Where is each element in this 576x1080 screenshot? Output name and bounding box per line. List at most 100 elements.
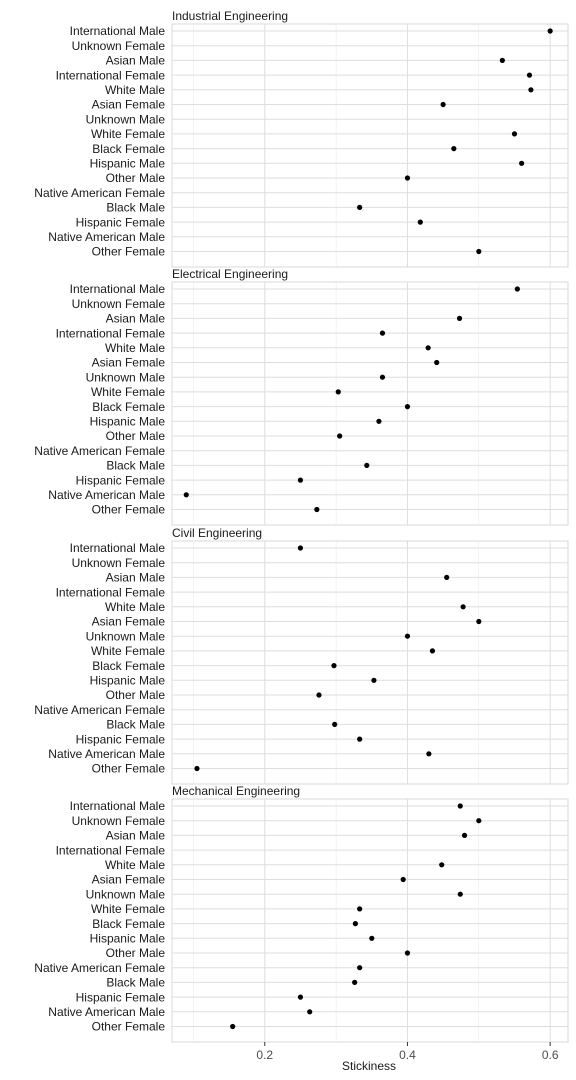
data-point (476, 618, 482, 625)
category-label: Unknown Female (72, 297, 166, 311)
data-point (440, 101, 446, 108)
data-point (400, 876, 406, 883)
data-point (364, 462, 370, 468)
data-point (357, 906, 363, 912)
category-label: Other Male (106, 429, 166, 443)
category-label: Asian Male (106, 54, 166, 68)
category-label: Hispanic Female (76, 215, 166, 229)
data-point (426, 751, 432, 757)
category-label: Unknown Female (72, 39, 166, 53)
data-point (183, 492, 189, 498)
data-point (194, 765, 200, 772)
data-point (476, 818, 482, 824)
category-label: Black Male (106, 201, 165, 215)
category-label: Hispanic Male (90, 674, 166, 688)
data-point (297, 545, 304, 551)
category-label: White Female (91, 902, 165, 916)
category-label: Asian Female (92, 356, 166, 370)
category-label: Hispanic Male (90, 157, 166, 171)
panel-4: Mechanical Engineering International Male… (34, 784, 569, 1043)
data-point (297, 477, 304, 483)
data-point (511, 131, 518, 137)
data-point (404, 175, 411, 181)
category-label: White Female (91, 644, 165, 658)
category-label: Asian Female (92, 873, 166, 887)
category-label: Hispanic Female (76, 732, 166, 746)
data-point (357, 204, 363, 210)
data-point (369, 935, 375, 941)
data-point (357, 965, 363, 971)
category-label: Native American Male (48, 488, 165, 502)
panel-title: Mechanical Engineering (172, 784, 300, 798)
category-label: Unknown Male (86, 112, 166, 126)
data-point (357, 736, 363, 742)
data-point (379, 374, 386, 380)
category-label: Asian Female (92, 615, 166, 629)
category-label: Black Female (92, 400, 165, 414)
data-point (439, 862, 445, 868)
category-label: Other Male (106, 171, 166, 185)
category-label: International Female (56, 843, 166, 857)
data-point (316, 692, 322, 698)
category-label: Native American Male (48, 230, 165, 244)
category-label: Hispanic Male (90, 932, 166, 946)
data-point (499, 57, 505, 64)
panel-title: Electrical Engineering (172, 267, 288, 281)
category-label: Native American Male (48, 747, 165, 761)
category-label: Native American Female (34, 186, 165, 200)
category-label: Black Female (92, 659, 165, 673)
category-label: Other Female (92, 762, 166, 776)
data-point (456, 315, 463, 321)
data-point (404, 404, 411, 410)
panel-1: Industrial Engineering International Male… (34, 9, 569, 268)
data-point (337, 433, 343, 439)
data-point (514, 286, 520, 292)
data-point (307, 1009, 313, 1015)
x-tick-label: 0.6 (542, 1048, 559, 1062)
data-point (371, 677, 377, 683)
data-point (528, 87, 534, 93)
category-label: Unknown Male (86, 629, 166, 643)
panel-title: Industrial Engineering (172, 9, 288, 23)
data-point (460, 604, 466, 610)
category-label: White Female (91, 127, 165, 141)
data-point (476, 248, 482, 255)
category-label: Other Male (106, 688, 166, 702)
category-label: Native American Female (34, 703, 165, 717)
panel-border (171, 540, 569, 785)
category-label: Black Male (106, 976, 165, 990)
category-label: Black Male (106, 718, 165, 732)
category-label: Native American Female (34, 961, 165, 975)
category-label: Black Female (92, 917, 165, 931)
data-point (404, 633, 411, 639)
data-point (429, 648, 436, 654)
data-point (451, 146, 457, 152)
chart-panels: Industrial Engineering International Male… (34, 9, 569, 1043)
data-point (335, 389, 341, 395)
category-label: Other Female (92, 503, 166, 517)
data-point (314, 506, 320, 513)
category-label: Native American Male (48, 1005, 165, 1019)
data-point (352, 921, 358, 927)
category-label: White Female (91, 385, 165, 399)
category-label: Asian Male (106, 829, 166, 843)
data-point (331, 663, 337, 669)
category-label: White Male (105, 858, 165, 872)
data-point (425, 345, 431, 351)
category-label: Asian Male (106, 312, 166, 326)
category-label: Black Male (106, 459, 165, 473)
x-tick-label: 0.2 (256, 1048, 273, 1062)
x-axis: 0.2 0.4 0.6 (256, 1042, 559, 1062)
category-label: White Male (105, 83, 165, 97)
data-point (434, 359, 440, 366)
data-point (376, 418, 382, 424)
data-point (352, 979, 358, 986)
category-label: Unknown Male (86, 887, 166, 901)
data-point (519, 160, 525, 166)
panel-2: Electrical Engineering International Male… (34, 267, 569, 526)
category-label: Black Female (92, 142, 165, 156)
data-point (230, 1023, 236, 1030)
category-label: Unknown Female (72, 814, 166, 828)
category-label: International Male (70, 799, 166, 813)
x-tick-label: 0.4 (399, 1048, 416, 1062)
